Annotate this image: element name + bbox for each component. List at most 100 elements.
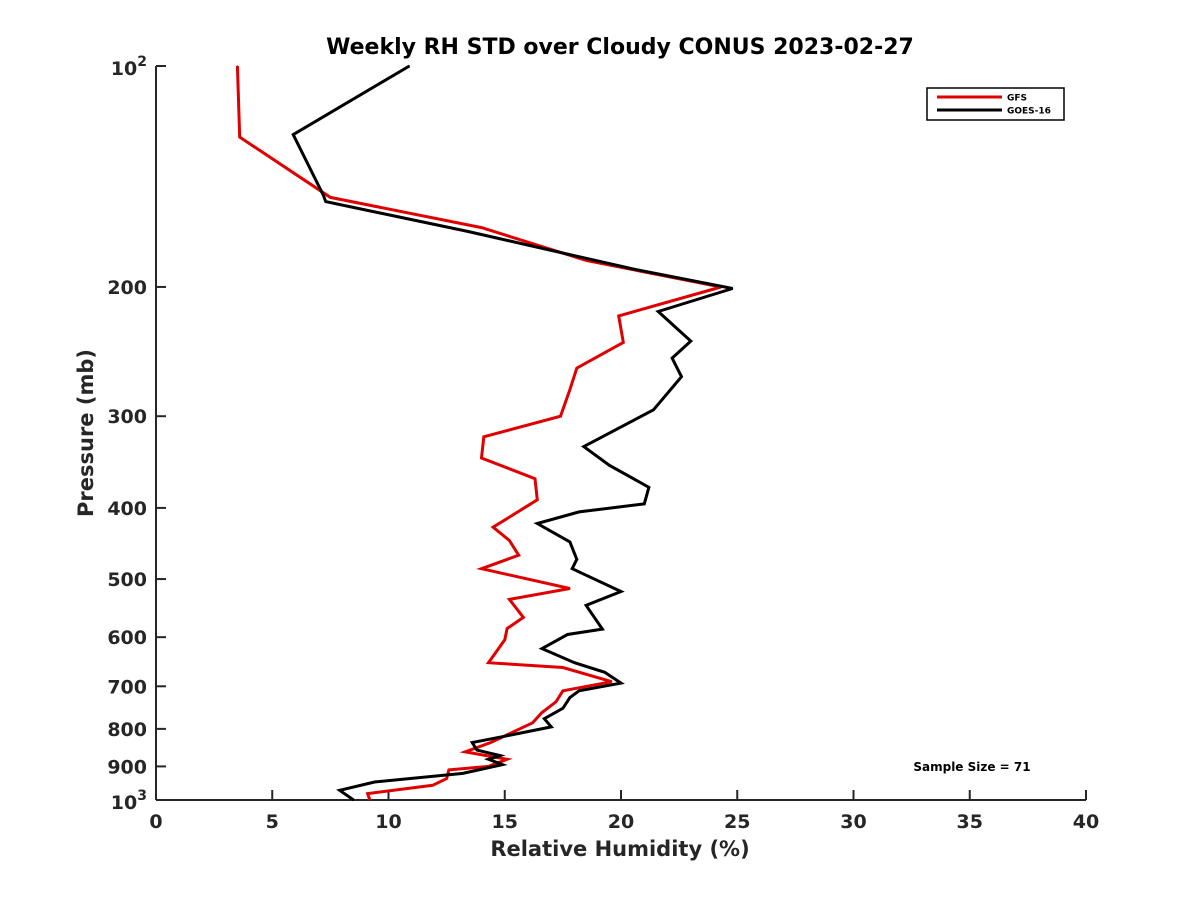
x-tick-label: 20: [608, 811, 634, 833]
y-tick-label: 800: [107, 719, 147, 741]
data-point-goes-16: [499, 755, 501, 757]
data-point-gfs: [506, 758, 508, 760]
x-axis-ticks: 0 5 10 15 20 25 30 35 40: [149, 790, 1099, 833]
data-point-gfs: [536, 499, 538, 501]
y-tick-label: 900: [107, 756, 147, 778]
data-point-gfs: [576, 367, 578, 369]
data-point-goes-16: [608, 464, 611, 466]
data-point-gfs: [541, 711, 543, 714]
data-point-goes-16: [652, 409, 655, 411]
y-tick-label: 300: [107, 406, 147, 428]
y-tick-label: 700: [107, 676, 147, 698]
series-line-goes-16: [291, 64, 734, 802]
data-point-goes-16: [543, 718, 545, 720]
legend-label-goes-16: GOES-16: [1007, 107, 1051, 117]
data-point-goes-16: [569, 541, 571, 543]
data-point-gfs: [555, 701, 557, 703]
data-point-gfs: [483, 436, 485, 438]
legend-box: [926, 87, 1065, 121]
data-point-goes-16: [501, 736, 503, 738]
data-point-goes-16: [690, 340, 692, 342]
data-point-goes-16: [487, 758, 490, 760]
data-point-gfs: [522, 616, 525, 619]
data-point-goes-16: [353, 799, 355, 801]
data-point-goes-16: [643, 503, 645, 505]
x-tick-label: 10: [375, 811, 401, 833]
data-point-goes-16: [292, 134, 294, 136]
data-point-goes-16: [325, 201, 327, 203]
data-point-goes-16: [467, 230, 469, 232]
legend-label-gfs: GFS: [1007, 94, 1027, 104]
data-point-gfs: [490, 741, 492, 744]
data-point-goes-16: [601, 628, 604, 630]
data-point-goes-16: [578, 690, 580, 692]
data-point-gfs: [618, 315, 620, 317]
data-point-gfs: [432, 784, 434, 786]
data-point-goes-16: [732, 287, 734, 290]
sample-size-annotation: Sample Size = 71: [913, 760, 1030, 774]
data-point-gfs: [367, 793, 369, 795]
data-point-goes-16: [648, 486, 650, 488]
data-point-gfs: [492, 526, 494, 528]
data-point-gfs: [446, 778, 448, 780]
y-tick-label: 600: [107, 627, 147, 649]
data-point-gfs: [448, 769, 450, 771]
data-point-gfs: [329, 196, 331, 198]
data-point-goes-16: [569, 696, 571, 699]
data-point-goes-16: [571, 568, 573, 570]
data-point-goes-16: [462, 772, 464, 775]
data-point-gfs: [480, 457, 483, 459]
data-point-gfs: [569, 587, 571, 590]
plot-axes: [155, 66, 1086, 801]
data-point-gfs: [464, 751, 466, 753]
x-tick-label: 15: [492, 811, 518, 833]
data-point-goes-16: [471, 741, 473, 744]
data-point-gfs: [506, 627, 508, 630]
series-layer: [235, 64, 734, 802]
y-tick-label: 400: [107, 498, 147, 520]
data-point-goes-16: [680, 376, 683, 378]
data-point-goes-16: [671, 357, 673, 359]
data-point-gfs: [369, 799, 371, 801]
y-tick-label: 103: [111, 788, 147, 814]
series-line-gfs: [235, 65, 722, 801]
data-point-goes-16: [408, 65, 410, 67]
data-point-gfs: [569, 389, 571, 391]
data-point-gfs: [622, 341, 624, 343]
data-point-gfs: [236, 65, 238, 67]
data-point-goes-16: [620, 590, 622, 593]
x-tick-label: 0: [149, 811, 162, 833]
data-point-gfs: [480, 227, 483, 229]
data-point-gfs: [518, 554, 520, 556]
data-point-goes-16: [620, 682, 622, 684]
data-point-goes-16: [573, 662, 576, 664]
y-axis-label: Pressure (mb): [74, 349, 98, 517]
data-point-gfs: [611, 681, 613, 683]
data-point-goes-16: [566, 633, 569, 636]
data-point-goes-16: [583, 446, 585, 448]
data-point-goes-16: [632, 268, 634, 270]
data-point-gfs: [534, 478, 536, 480]
data-point-goes-16: [501, 764, 503, 766]
data-point-goes-16: [322, 194, 324, 196]
data-point-gfs: [480, 568, 483, 570]
x-tick-label: 30: [840, 811, 866, 833]
data-point-gfs: [562, 666, 564, 669]
data-point-goes-16: [550, 726, 552, 728]
data-point-gfs: [487, 662, 490, 664]
data-point-goes-16: [657, 310, 659, 313]
data-point-gfs: [508, 598, 510, 601]
data-point-goes-16: [339, 789, 341, 791]
y-tick-label: 102: [111, 54, 147, 80]
data-point-goes-16: [374, 781, 376, 783]
x-tick-label: 25: [724, 811, 750, 833]
data-point-goes-16: [562, 707, 564, 709]
data-point-gfs: [239, 136, 241, 138]
chart-title: Weekly RH STD over Cloudy CONUS 2023-02-…: [326, 35, 914, 60]
data-point-goes-16: [585, 604, 587, 606]
x-tick-label: 35: [957, 811, 983, 833]
data-point-goes-16: [536, 522, 538, 525]
data-point-goes-16: [541, 648, 543, 650]
data-point-goes-16: [578, 511, 580, 513]
